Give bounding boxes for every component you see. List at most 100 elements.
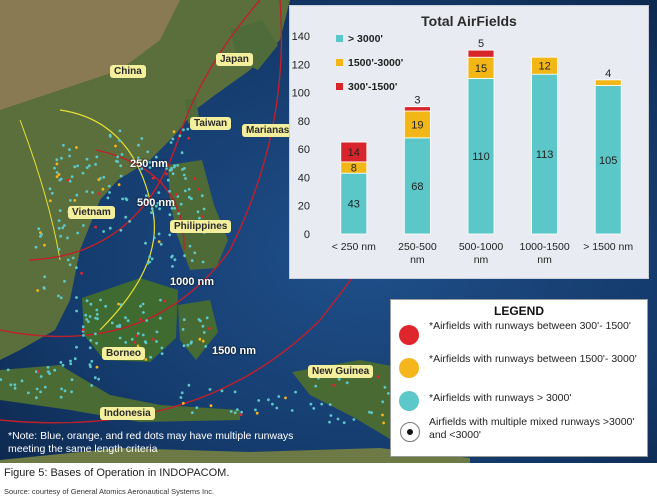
airfield-dot bbox=[156, 201, 160, 205]
distance-label-1000: 1000 nm bbox=[170, 276, 215, 288]
northern-land bbox=[0, 0, 180, 110]
airfield-dot bbox=[63, 279, 66, 283]
orange-dot-icon bbox=[399, 358, 419, 378]
airfield-dot bbox=[381, 413, 384, 417]
airfield-dot bbox=[75, 296, 78, 299]
airfield-dot bbox=[108, 226, 112, 230]
airfield-dot bbox=[144, 241, 147, 245]
airfield-dot bbox=[186, 127, 190, 131]
chart-title: Total AirFields bbox=[421, 13, 517, 29]
y-tick-label: 100 bbox=[292, 88, 310, 100]
airfield-dot bbox=[107, 184, 111, 188]
airfield-dot bbox=[70, 378, 74, 382]
airfield-dot bbox=[140, 167, 144, 171]
airfield-dot bbox=[124, 215, 128, 219]
airfield-dot bbox=[99, 177, 102, 180]
airfield-dot bbox=[97, 192, 101, 196]
airfield-dot bbox=[320, 402, 324, 406]
airfield-dot bbox=[58, 209, 62, 213]
airfield-dot bbox=[345, 381, 349, 385]
y-tick-label: 120 bbox=[292, 59, 310, 71]
airfield-dot bbox=[91, 191, 94, 194]
airfield-dot bbox=[197, 187, 201, 191]
region-label-taiwan: Taiwan bbox=[190, 117, 232, 130]
data-label: 43 bbox=[348, 199, 360, 211]
airfield-dot bbox=[39, 375, 43, 378]
airfield-dot bbox=[169, 141, 173, 144]
airfield-dot bbox=[57, 219, 61, 223]
data-label: 12 bbox=[538, 61, 550, 73]
airfield-dot bbox=[124, 316, 127, 320]
y-tick-label: 60 bbox=[298, 144, 310, 156]
airfield-dot bbox=[182, 128, 185, 132]
chart-legend-swatch bbox=[336, 35, 343, 42]
airfields-chart: Total AirFields 0 20 40 60 80 100 120 140 43 8 14 < … bbox=[289, 5, 649, 279]
airfield-dot bbox=[96, 317, 99, 321]
airfield-dot bbox=[240, 410, 244, 414]
airfield-dot bbox=[118, 139, 121, 142]
airfield-dot bbox=[81, 171, 85, 175]
airfield-dot bbox=[144, 198, 147, 202]
airfield-dot bbox=[37, 227, 41, 231]
airfield-dot bbox=[136, 332, 140, 335]
airfield-dot bbox=[120, 153, 124, 156]
airfield-dot bbox=[119, 303, 123, 307]
airfield-dot bbox=[140, 137, 144, 140]
airfield-dot bbox=[73, 357, 77, 361]
legend-item-label: *Airfields with runways between 300'- 15… bbox=[429, 320, 631, 332]
airfield-dot bbox=[150, 211, 153, 215]
y-tick-label: 20 bbox=[298, 201, 310, 213]
airfield-dot bbox=[85, 318, 89, 321]
airfield-dot bbox=[94, 225, 97, 229]
australia-land bbox=[0, 448, 470, 463]
airfield-dot bbox=[235, 408, 239, 411]
airfield-dot bbox=[66, 258, 70, 262]
airfield-dot bbox=[198, 216, 201, 220]
airfield-dot bbox=[57, 173, 61, 176]
airfield-dot bbox=[150, 257, 154, 261]
airfield-dot bbox=[208, 388, 212, 391]
airfield-dot bbox=[171, 137, 175, 141]
x-tick-label: nm bbox=[537, 254, 552, 266]
airfield-dot bbox=[201, 215, 205, 219]
airfield-dot bbox=[183, 189, 187, 193]
airfield-dot bbox=[66, 236, 69, 240]
airfield-dot bbox=[55, 171, 59, 174]
airfield-dot bbox=[152, 236, 156, 240]
airfield-dot bbox=[36, 289, 39, 292]
airfield-dot bbox=[68, 154, 71, 158]
airfield-dot bbox=[196, 210, 200, 214]
airfield-dot bbox=[117, 302, 120, 306]
airfield-dot bbox=[6, 368, 10, 372]
airfield-dot bbox=[88, 363, 92, 367]
airfield-dot bbox=[59, 361, 63, 364]
y-tick-label: 80 bbox=[298, 116, 310, 128]
airfield-dot bbox=[352, 418, 356, 421]
airfield-dot bbox=[137, 143, 140, 147]
airfield-dot bbox=[85, 166, 89, 170]
chart-legend-swatch bbox=[336, 59, 343, 66]
distance-label-500: 500 nm bbox=[137, 197, 175, 209]
airfield-dot bbox=[61, 226, 65, 230]
airfield-dot bbox=[82, 334, 85, 337]
airfield-dot bbox=[176, 164, 180, 167]
legend-item-label: Airfields with multiple mixed runways >3… bbox=[429, 416, 635, 441]
airfield-dot bbox=[168, 233, 172, 237]
airfield-dot bbox=[170, 200, 173, 203]
airfield-dot bbox=[200, 194, 204, 198]
data-label: 110 bbox=[472, 151, 490, 163]
airfield-dot bbox=[204, 345, 208, 348]
legend-item-red: *Airfields with runways between 300'- 15… bbox=[399, 320, 643, 354]
airfield-dot bbox=[170, 166, 173, 170]
airfield-dot bbox=[119, 164, 123, 168]
border-line-1 bbox=[59, 109, 156, 331]
airfield-dot bbox=[205, 316, 209, 320]
airfield-dot bbox=[381, 400, 385, 404]
range-ring-500 bbox=[29, 0, 261, 261]
airfield-dot bbox=[267, 398, 270, 402]
airfield-dot bbox=[115, 325, 119, 328]
airfield-dot bbox=[63, 224, 66, 227]
airfield-dot bbox=[171, 265, 174, 268]
airfield-dot bbox=[70, 175, 74, 179]
airfield-dot bbox=[171, 172, 175, 176]
